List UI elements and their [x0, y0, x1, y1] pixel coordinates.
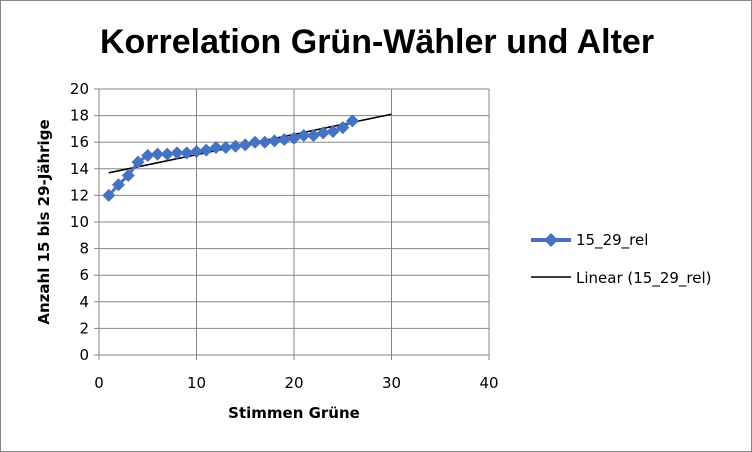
data-point	[160, 147, 174, 161]
x-tick-label: 10	[187, 374, 206, 392]
legend-entry-series: 15_29_rel	[531, 231, 648, 250]
data-point	[346, 114, 359, 128]
data-point	[131, 155, 145, 169]
data-point	[287, 131, 301, 145]
data-point	[170, 146, 184, 160]
legend-series-marker	[544, 233, 558, 247]
axes	[94, 88, 490, 360]
data-point	[297, 129, 311, 143]
data-point	[258, 135, 272, 149]
x-tick-labels: 0 10 20 30 40	[94, 374, 498, 392]
data-point	[151, 147, 164, 161]
legend: 15_29_rel Linear (15_29_rel)	[531, 231, 712, 288]
y-tick-label: 20	[70, 80, 89, 98]
legend-entry-trendline: Linear (15_29_rel)	[531, 269, 712, 288]
legend-trendline-label: Linear (15_29_rel)	[576, 269, 712, 288]
data-point	[307, 129, 320, 143]
y-tick-label: 0	[79, 346, 89, 364]
data-point	[112, 178, 125, 192]
gridlines	[98, 88, 490, 356]
x-tick-label: 20	[284, 374, 303, 392]
y-tick-label: 18	[70, 107, 89, 125]
x-tick-label: 40	[479, 374, 498, 392]
y-tick-label: 6	[79, 266, 89, 284]
y-tick-label: 2	[79, 319, 89, 337]
x-axis-title: Stimmen Grüne	[228, 404, 360, 422]
data-point	[219, 141, 233, 155]
y-tick-label: 4	[79, 293, 89, 311]
data-point	[209, 141, 223, 155]
data-point	[199, 143, 213, 157]
data-point	[268, 134, 281, 148]
data-point	[326, 125, 340, 139]
data-point	[248, 135, 262, 149]
data-point	[229, 139, 242, 153]
chart-title: Korrelation Grün-Wähler und Alter	[100, 23, 654, 61]
y-tick-label: 12	[70, 186, 89, 204]
x-tick-label: 0	[94, 374, 104, 392]
data-point	[121, 168, 135, 182]
data-point	[102, 188, 116, 202]
data-point	[336, 121, 350, 135]
data-point	[238, 138, 252, 152]
y-tick-label: 8	[79, 240, 89, 258]
x-tick-label: 30	[382, 374, 401, 392]
y-tick-label: 14	[70, 160, 89, 178]
data-point	[190, 145, 203, 159]
data-point	[316, 126, 330, 140]
data-point	[141, 149, 155, 162]
y-axis-title: Anzahl 15 bis 29-Jährige	[35, 119, 53, 324]
legend-series-label: 15_29_rel	[576, 231, 648, 250]
y-tick-label: 10	[70, 213, 89, 231]
data-series	[102, 114, 359, 202]
y-tick-label: 16	[70, 133, 89, 151]
y-tick-labels: 0 2 4 6 8 10 12 14 16 18 20	[70, 80, 89, 364]
data-point	[180, 146, 194, 160]
data-point	[277, 133, 291, 147]
